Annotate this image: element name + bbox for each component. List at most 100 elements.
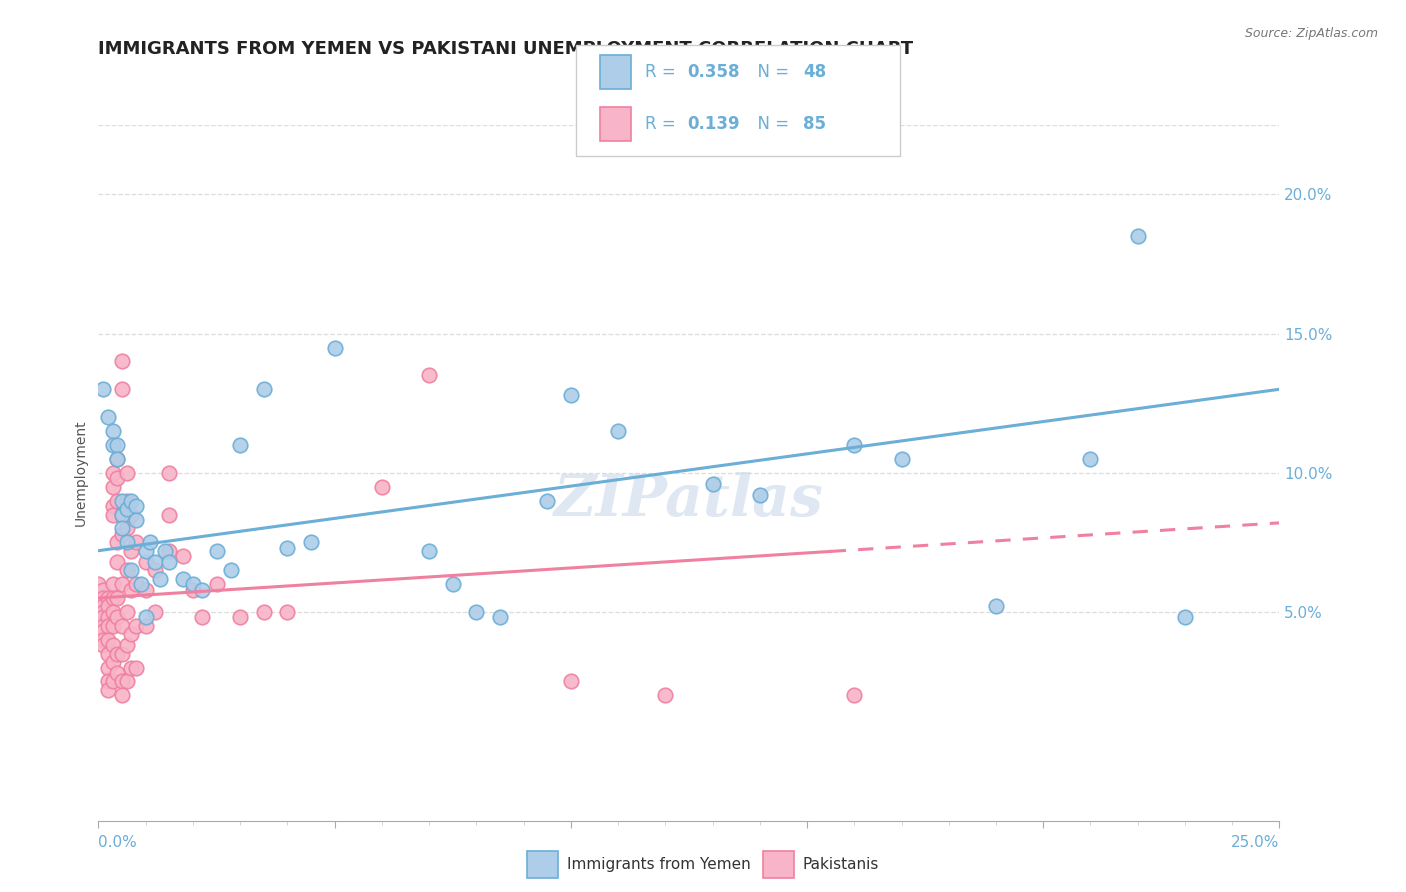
Point	[105, 471, 128, 485]
Point	[844, 438, 866, 452]
Point	[205, 577, 228, 591]
Point	[121, 582, 143, 597]
Point	[115, 502, 138, 516]
Point	[181, 577, 204, 591]
Point	[105, 451, 128, 466]
Point	[276, 541, 298, 555]
Point	[181, 582, 204, 597]
Point	[101, 466, 124, 480]
Point	[125, 619, 148, 633]
Point	[149, 572, 172, 586]
Point	[890, 451, 912, 466]
Point	[115, 638, 138, 652]
Point	[97, 599, 120, 614]
Point	[1174, 610, 1197, 624]
Point	[489, 610, 512, 624]
Point	[418, 368, 440, 383]
Point	[219, 563, 242, 577]
Point	[111, 508, 134, 522]
Point	[111, 354, 134, 368]
Text: R =: R =	[645, 115, 682, 133]
Point	[844, 689, 866, 703]
Text: R =: R =	[645, 63, 682, 81]
Point	[105, 493, 128, 508]
Point	[157, 508, 180, 522]
Point	[253, 382, 276, 396]
Point	[91, 591, 114, 605]
Point	[441, 577, 464, 591]
Point	[101, 508, 124, 522]
Point	[253, 605, 276, 619]
Point	[97, 632, 120, 647]
Point	[121, 543, 143, 558]
Point	[97, 682, 120, 697]
Text: N =: N =	[747, 63, 794, 81]
Point	[91, 632, 114, 647]
Point	[101, 619, 124, 633]
Point	[111, 647, 134, 661]
Point	[465, 605, 488, 619]
Text: 85: 85	[803, 115, 825, 133]
Point	[371, 480, 394, 494]
Point	[111, 521, 134, 535]
Point	[97, 591, 120, 605]
Point	[172, 549, 194, 564]
Point	[984, 599, 1007, 614]
Point	[101, 605, 124, 619]
Point	[105, 451, 128, 466]
Point	[97, 610, 120, 624]
Point	[125, 499, 148, 513]
Point	[105, 438, 128, 452]
Point	[91, 638, 114, 652]
Point	[91, 582, 114, 597]
Point	[111, 493, 134, 508]
Point	[101, 674, 124, 689]
Point	[1080, 451, 1102, 466]
Point	[101, 438, 124, 452]
Point	[111, 382, 134, 396]
Point	[125, 577, 148, 591]
Point	[121, 493, 143, 508]
Point	[105, 647, 128, 661]
Point	[143, 605, 166, 619]
Point	[229, 610, 252, 624]
Point	[101, 499, 124, 513]
Point	[125, 535, 148, 549]
Point	[560, 388, 582, 402]
Point	[560, 674, 582, 689]
Point	[111, 689, 134, 703]
Y-axis label: Unemployment: Unemployment	[75, 419, 89, 526]
Point	[97, 660, 120, 674]
Point	[654, 689, 676, 703]
Point	[702, 476, 724, 491]
Point	[101, 424, 124, 438]
Point	[91, 610, 114, 624]
Point	[91, 605, 114, 619]
Point	[139, 535, 162, 549]
Point	[135, 582, 157, 597]
Text: 0.139: 0.139	[688, 115, 740, 133]
Point	[125, 660, 148, 674]
Point	[91, 624, 114, 639]
Point	[115, 605, 138, 619]
Point	[97, 619, 120, 633]
Point	[115, 535, 138, 549]
Point	[121, 508, 143, 522]
Point	[153, 543, 176, 558]
Point	[418, 543, 440, 558]
Point	[105, 666, 128, 681]
Point	[91, 599, 114, 614]
Point	[129, 577, 152, 591]
Point	[125, 513, 148, 527]
Point	[135, 555, 157, 569]
Point	[101, 480, 124, 494]
Point	[276, 605, 298, 619]
Text: Source: ZipAtlas.com: Source: ZipAtlas.com	[1244, 27, 1378, 40]
Point	[157, 543, 180, 558]
Point	[536, 493, 558, 508]
Point	[143, 555, 166, 569]
Point	[111, 527, 134, 541]
Point	[111, 674, 134, 689]
Point	[115, 674, 138, 689]
Point	[172, 572, 194, 586]
